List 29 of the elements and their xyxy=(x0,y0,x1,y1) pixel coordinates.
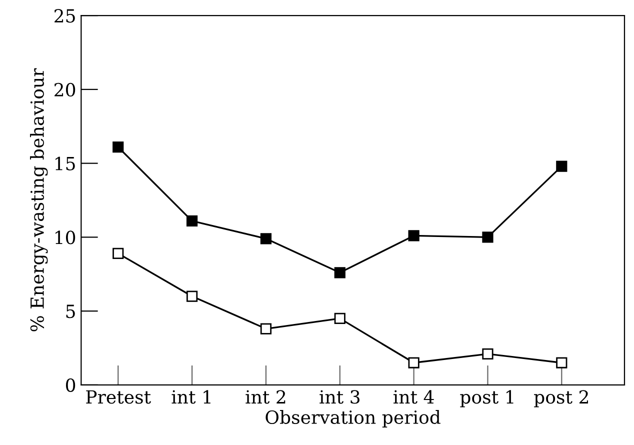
y-tick-label: 10 xyxy=(56,230,76,244)
y-tick-label: 15 xyxy=(56,156,75,170)
x-tick-label: int 3 xyxy=(320,390,360,404)
x-tick-label: Pretest xyxy=(86,390,151,404)
x-tick-label: int 1 xyxy=(172,390,210,404)
x-tick-label: int 2 xyxy=(246,390,286,404)
point xyxy=(556,357,568,368)
y-tick-label: 25 xyxy=(54,9,75,23)
point xyxy=(260,323,272,334)
point xyxy=(556,160,568,172)
x-tick-label: int 4 xyxy=(394,390,434,404)
point xyxy=(482,348,494,360)
point xyxy=(260,233,272,244)
x-tick-label: post 1 xyxy=(460,390,514,408)
y-tick-label: 20 xyxy=(54,82,76,97)
point xyxy=(408,357,420,368)
x-tick-label: post 2 xyxy=(534,390,588,408)
point xyxy=(112,142,124,153)
point xyxy=(408,230,420,242)
y-tick-label: 0 xyxy=(66,378,76,392)
y-axis-title: % Energy-wasting behaviour xyxy=(30,68,48,332)
point xyxy=(186,290,198,302)
point xyxy=(334,267,346,278)
point xyxy=(112,248,124,259)
point xyxy=(482,232,494,243)
point xyxy=(186,215,198,226)
x-axis-title: Observation period xyxy=(266,410,440,428)
y-tick-label: 5 xyxy=(66,304,75,318)
point xyxy=(334,312,346,324)
